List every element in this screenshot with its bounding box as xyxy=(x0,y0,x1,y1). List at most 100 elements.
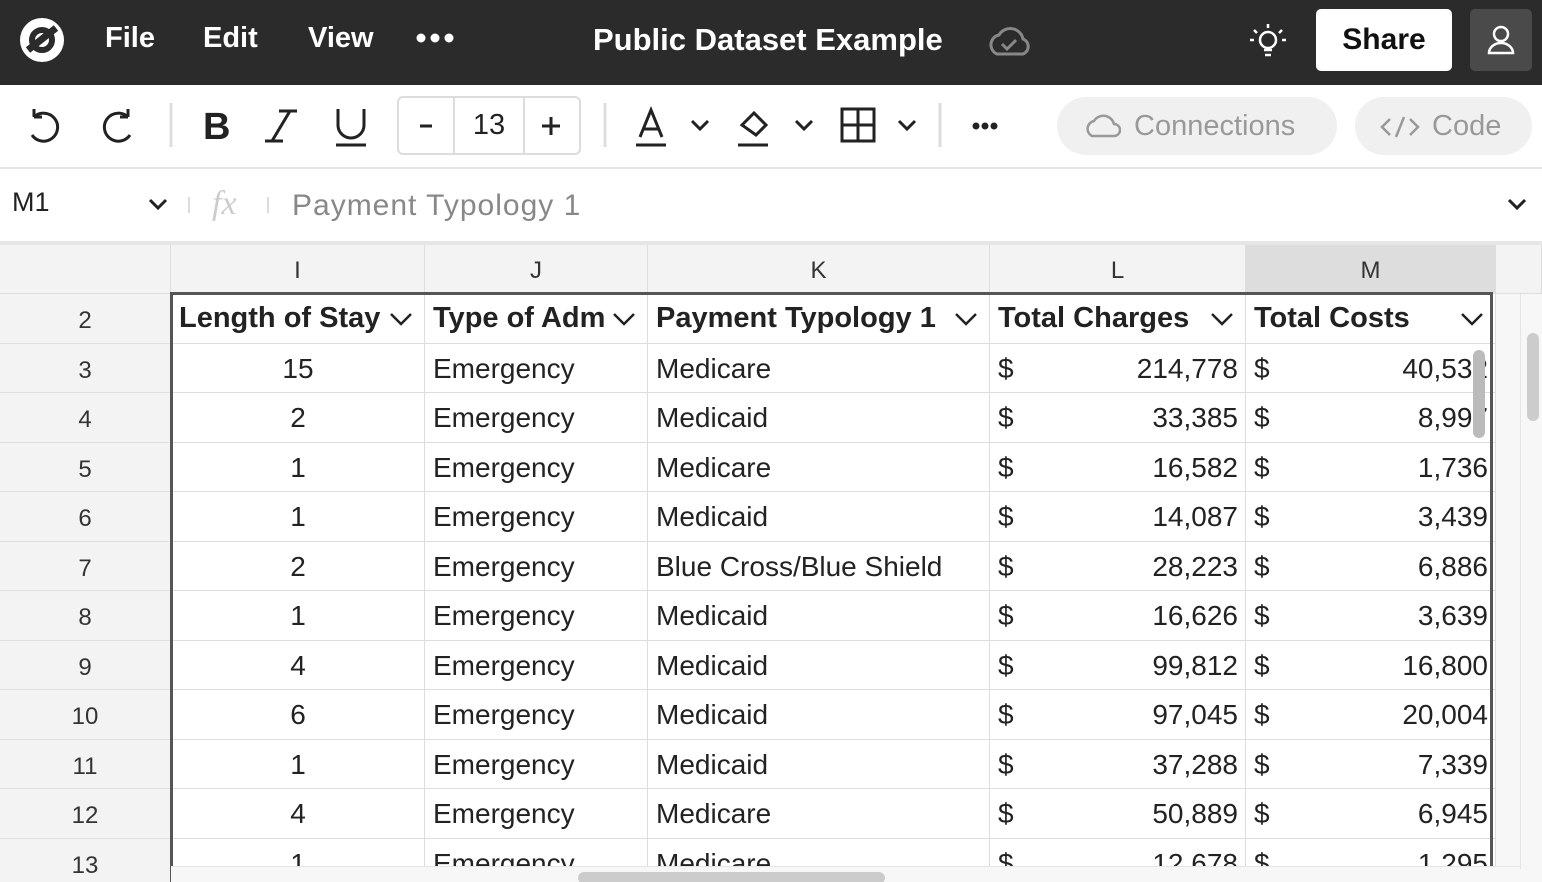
cell xyxy=(1246,393,1496,443)
row-number[interactable]: 7 xyxy=(0,541,171,591)
row-header-corner xyxy=(0,245,171,294)
cell xyxy=(171,393,425,443)
row-number[interactable]: 13 xyxy=(0,838,171,882)
currency-symbol: $ xyxy=(998,550,1014,582)
cell-value: 37,288 xyxy=(1152,748,1238,780)
cell xyxy=(648,739,990,789)
scroll-thumb[interactable] xyxy=(1527,333,1539,421)
cell xyxy=(425,442,648,492)
cell xyxy=(990,492,1246,542)
theme-toggle[interactable] xyxy=(1248,22,1288,62)
cell-value: Emergency xyxy=(433,798,575,829)
cell-value: 1 xyxy=(290,501,306,532)
row-number[interactable]: 5 xyxy=(0,442,171,492)
cell-value: Emergency xyxy=(433,402,575,433)
cell-value: Medicare xyxy=(656,451,772,483)
currency-symbol: $ xyxy=(1254,699,1270,730)
currency-symbol: $ xyxy=(998,798,1014,829)
column-header[interactable]: I xyxy=(171,245,425,294)
cell xyxy=(425,640,648,690)
currency-symbol: $ xyxy=(1254,451,1270,483)
formula-bar: M1 fx Payment Typology 1 xyxy=(0,169,1542,245)
cell-value: Emergency xyxy=(433,699,575,730)
cell-value: 16,582 xyxy=(1152,451,1238,483)
connections-button[interactable]: Connections xyxy=(1057,97,1337,155)
cell xyxy=(425,294,648,344)
cell xyxy=(648,442,990,492)
column-header[interactable]: M xyxy=(1246,245,1496,294)
cell-reference[interactable]: M1 xyxy=(12,187,50,217)
cell-value: 1 xyxy=(290,600,306,631)
cell xyxy=(648,640,990,690)
cell xyxy=(171,739,425,789)
row-number[interactable]: 6 xyxy=(0,492,171,542)
toolbar-icons: B xyxy=(30,96,998,155)
cell-value: 97,045 xyxy=(1152,699,1238,730)
connections-label: Connections xyxy=(1134,110,1296,142)
cell xyxy=(1246,541,1496,591)
column-header[interactable]: L xyxy=(990,245,1246,294)
cell xyxy=(171,442,425,492)
filter-dropdown[interactable] xyxy=(612,312,636,326)
cell xyxy=(990,294,1246,344)
share-button[interactable]: Share xyxy=(1316,9,1452,71)
row-number[interactable]: 10 xyxy=(0,690,171,740)
cell xyxy=(648,393,990,443)
cell xyxy=(425,739,648,789)
cell xyxy=(990,343,1246,393)
column-header[interactable]: J xyxy=(425,245,648,294)
row-number[interactable]: 2 xyxy=(0,294,171,344)
cell xyxy=(425,789,648,839)
menu-view[interactable]: View xyxy=(308,22,374,54)
filter-dropdown[interactable] xyxy=(954,312,978,326)
cell xyxy=(171,789,425,839)
more-menu[interactable] xyxy=(416,32,456,44)
cloud-status xyxy=(989,27,1030,56)
top-bar: File Edit View Public Dataset Example Sh… xyxy=(0,0,1542,85)
vertical-scrollbar[interactable] xyxy=(1520,294,1542,869)
filter-dropdown[interactable] xyxy=(1210,312,1234,326)
code-button[interactable]: Code xyxy=(1355,97,1532,155)
cell xyxy=(1246,739,1496,789)
filter-dropdown[interactable] xyxy=(1460,312,1484,326)
cell-value: 28,223 xyxy=(1152,550,1238,582)
cell xyxy=(425,343,648,393)
row-number[interactable]: 9 xyxy=(0,640,171,690)
filter-dropdown[interactable] xyxy=(389,312,413,326)
currency-symbol: $ xyxy=(1254,748,1270,780)
cell-value: 1 xyxy=(290,451,306,483)
fx-label: fx xyxy=(212,185,237,222)
cell-value: 4 xyxy=(290,798,306,829)
currency-symbol: $ xyxy=(998,501,1014,532)
row-number[interactable]: 4 xyxy=(0,393,171,443)
header-text: Payment Typology 1 xyxy=(656,302,936,334)
row-number[interactable]: 11 xyxy=(0,739,171,789)
currency-symbol: $ xyxy=(1254,798,1270,829)
cell xyxy=(171,541,425,591)
cell xyxy=(1246,690,1496,740)
cell-value: 99,812 xyxy=(1152,649,1238,681)
cell-value: Emergency xyxy=(433,649,575,681)
h-scroll-thumb[interactable] xyxy=(578,872,885,882)
cell-value: Emergency xyxy=(433,748,575,780)
row-number[interactable]: 12 xyxy=(0,789,171,839)
column-header-filler xyxy=(1496,245,1542,294)
cell-value: 214,778 xyxy=(1136,352,1238,384)
font-size[interactable]: 13 xyxy=(472,109,506,141)
cell-value: 3,639 xyxy=(1417,600,1488,631)
row-number[interactable]: 8 xyxy=(0,591,171,641)
cell-value: 2 xyxy=(290,402,306,433)
account-icon xyxy=(1487,25,1515,55)
currency-symbol: $ xyxy=(998,402,1014,433)
grid: I J K L M 2 Length of Stay Type of Adm Payment T… xyxy=(0,245,1542,882)
cell xyxy=(425,690,648,740)
column-header[interactable]: K xyxy=(648,245,990,294)
cell-value: 3,439 xyxy=(1417,501,1488,532)
currency-symbol: $ xyxy=(998,748,1014,780)
account-button[interactable] xyxy=(1470,9,1532,71)
currency-symbol: $ xyxy=(998,600,1014,631)
row-number[interactable]: 3 xyxy=(0,343,171,393)
menu-edit[interactable]: Edit xyxy=(203,22,258,54)
menu-file[interactable]: File xyxy=(105,22,155,54)
